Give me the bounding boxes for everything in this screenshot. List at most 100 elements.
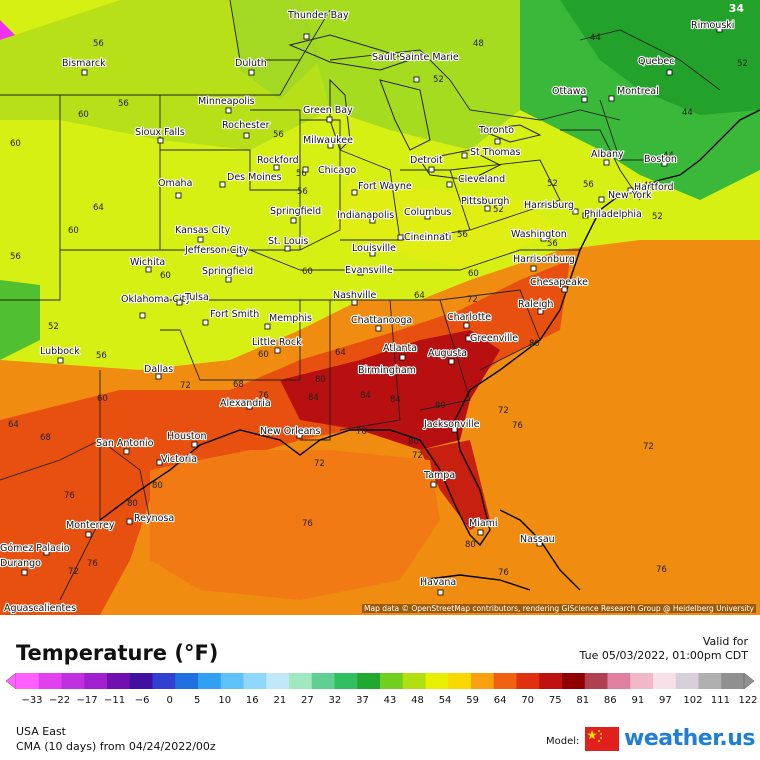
city-label: Nashville (333, 290, 376, 301)
city-dot (145, 266, 152, 273)
city-label: Greenville (470, 333, 518, 344)
city-dot (627, 187, 634, 194)
contour-label: 72 (643, 442, 654, 452)
contour-label: 52 (737, 59, 748, 69)
colorbar-swatch (448, 673, 472, 689)
colorbar-tick-label: 70 (521, 695, 535, 706)
city-label: Alexandria (220, 398, 271, 409)
contour-label: 48 (473, 39, 484, 49)
contour-label: 56 (457, 230, 468, 240)
contour-label: 80 (127, 499, 138, 509)
corner-value: 34 (728, 2, 744, 15)
city-label: Gómez Palacio (0, 543, 70, 554)
colorbar-ticks: −33 −22 −17 −11 −6 0 5 10 16 21 27 32 37 43 48 54 59 64 70… (0, 695, 760, 709)
contour-label: 56 (296, 169, 307, 179)
contour-label: 56 (118, 99, 129, 109)
brand-logo[interactable]: weather.us (624, 726, 756, 751)
contour-label: 80 (408, 437, 419, 447)
city-dot (225, 276, 232, 283)
colorbar-tick-label: 10 (218, 695, 232, 706)
city-dot (302, 166, 309, 173)
city-dot (290, 217, 297, 224)
colorbar-tick-label: −11 (104, 695, 126, 706)
colorbar-swatch (175, 673, 199, 689)
city-label: Kansas City (175, 225, 231, 236)
colorbar-swatch (493, 673, 517, 689)
city-dot (155, 373, 162, 380)
city-label: Miami (469, 518, 498, 529)
city-label: Chicago (318, 165, 356, 176)
city-dot (530, 265, 537, 272)
colorbar-swatch (698, 673, 722, 689)
colorbar-swatch (471, 673, 495, 689)
map-canvas: 56 48 44 52 56 44 52 60 56 44 56 48 60 5… (0, 0, 760, 615)
contour-label: 72 (412, 451, 423, 461)
colorbar-tick-label: 86 (603, 695, 617, 706)
city-dot (540, 235, 547, 242)
contour-label: 84 (360, 391, 371, 401)
city-dot (537, 308, 544, 315)
city-label: Montreal (617, 86, 659, 97)
colorbar-arrow-left (6, 672, 17, 690)
colorbar-swatch (289, 673, 313, 689)
city-dot (57, 357, 64, 364)
city-dot (603, 159, 610, 166)
city-label: Aguascalientes (4, 603, 76, 614)
contour-label: 80 (529, 339, 540, 349)
city-dot (123, 448, 130, 455)
model-label: Model: (546, 736, 580, 747)
city-label: Rockford (257, 155, 299, 166)
colorbar-swatch (220, 673, 244, 689)
city-dot (264, 323, 271, 330)
contour-label: 44 (663, 151, 674, 161)
valid-for-label: Valid for (702, 635, 748, 648)
city-dot (219, 181, 226, 188)
city-dot (716, 26, 723, 33)
colorbar-swatch (198, 673, 222, 689)
colorbar-tick-label: −22 (48, 695, 71, 706)
city-label: Chattanooga (351, 315, 412, 326)
city-label: St Thomas (470, 147, 520, 158)
contour-label: 44 (590, 33, 601, 43)
city-dot (369, 250, 376, 257)
city-dot (424, 213, 431, 220)
city-label: Harrisburg (524, 200, 574, 211)
colorbar-tick-label: 59 (466, 695, 479, 706)
city-dot (202, 319, 209, 326)
contour-label: 52 (48, 322, 59, 332)
city-dot (156, 459, 163, 466)
city-markers: Thunder Bay Rimouski Bismarck Duluth Sau… (0, 9, 736, 615)
contour-label: 52 (493, 205, 504, 215)
city-dot (243, 132, 250, 139)
city-label: San Antonio (96, 438, 154, 449)
city-dot (225, 107, 232, 114)
city-dot (465, 335, 472, 342)
contour-label: 84 (308, 393, 319, 403)
colorbar-tick-label: 27 (301, 695, 314, 706)
city-label: Monterrey (66, 520, 115, 531)
colorbar-swatch (311, 673, 335, 689)
colorbar-tick-label: 5 (194, 695, 201, 706)
city-label: Augusta (428, 348, 467, 359)
city-label: Philadelphia (584, 209, 642, 220)
colorbar-tick-label: 91 (631, 695, 645, 706)
colorbar-tick-label: −17 (76, 695, 98, 706)
colorbar-swatch (266, 673, 290, 689)
legend-title: Temperature (°F) (16, 641, 219, 665)
contour-label: 60 (302, 267, 313, 277)
contour-label: 52 (433, 75, 444, 85)
city-dot (378, 365, 385, 372)
city-label: Pittsburgh (461, 196, 509, 207)
hottest-zone-southeast (280, 330, 500, 450)
mild-zone-lakes (300, 0, 520, 150)
contour-label: 52 (652, 212, 663, 222)
coastlines (99, 109, 760, 591)
contour-label: 56 (547, 239, 558, 249)
colorbar-swatch (357, 673, 381, 689)
contour-label: 76 (512, 421, 523, 431)
city-dot (430, 481, 437, 488)
city-label: Oklahoma City (121, 294, 191, 305)
contour-label: 72 (180, 381, 191, 391)
china-flag-icon (585, 727, 619, 751)
city-dot (661, 160, 668, 167)
